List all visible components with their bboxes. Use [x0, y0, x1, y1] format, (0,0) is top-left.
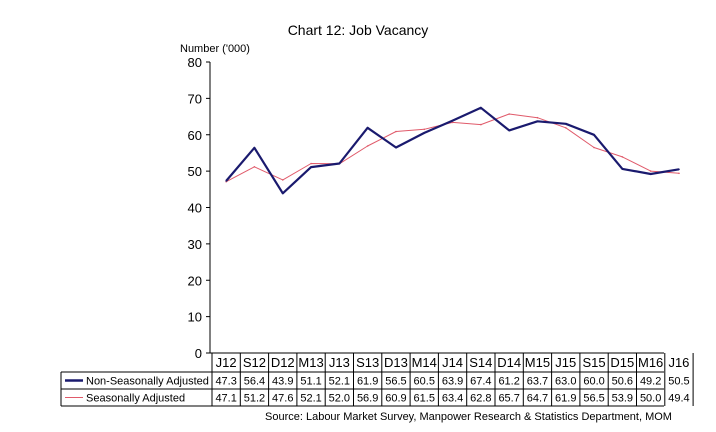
- data-cell-0-3: 51.1: [300, 376, 321, 388]
- data-point-0-15: [649, 173, 652, 175]
- data-cell-1-16: 49.4: [668, 393, 689, 405]
- data-point-1-14: [621, 156, 624, 158]
- y-tick-label-4: 40: [188, 201, 202, 216]
- data-cell-1-3: 52.1: [300, 393, 321, 405]
- data-point-0-7: [423, 132, 426, 134]
- data-cell-0-9: 67.4: [470, 376, 491, 388]
- y-axis-label: Number ('000): [180, 43, 250, 55]
- data-point-0-1: [253, 147, 256, 149]
- series-line-1: [225, 113, 680, 183]
- data-point-1-7: [423, 128, 426, 131]
- data-cell-1-10: 65.7: [498, 393, 519, 405]
- x-tick-label-9: S14: [469, 355, 492, 370]
- data-cell-0-11: 63.7: [527, 376, 548, 388]
- data-cell-1-6: 60.9: [385, 393, 406, 405]
- data-point-1-16: [678, 172, 680, 175]
- data-point-1-13: [593, 146, 595, 149]
- data-point-0-5: [366, 127, 369, 129]
- data-cell-1-11: 64.7: [527, 393, 548, 405]
- data-cell-0-13: 60.0: [583, 376, 604, 388]
- y-tick-label-8: 80: [188, 55, 202, 70]
- data-point-1-11: [536, 116, 539, 119]
- legend-label-0: Non-Seasonally Adjusted: [86, 376, 209, 388]
- data-point-0-11: [536, 120, 539, 123]
- data-cell-0-5: 61.9: [357, 376, 378, 388]
- data-cell-1-4: 52.0: [329, 393, 350, 405]
- chart-title: Chart 12: Job Vacancy: [287, 22, 429, 38]
- data-point-0-0: [225, 180, 227, 182]
- data-cell-1-0: 47.1: [215, 393, 236, 405]
- y-tick-label-3: 30: [188, 237, 202, 252]
- data-point-0-10: [508, 129, 511, 132]
- x-tick-label-7: M14: [412, 355, 437, 370]
- x-tick-label-15: M16: [638, 355, 663, 370]
- data-cell-1-8: 63.4: [442, 393, 463, 405]
- data-point-0-4: [338, 162, 341, 165]
- x-tick-label-13: S15: [582, 355, 605, 370]
- x-tick-label-12: J15: [555, 355, 576, 370]
- data-cell-1-5: 56.9: [357, 393, 378, 405]
- data-point-1-2: [282, 179, 284, 181]
- data-cell-0-15: 49.2: [640, 376, 661, 388]
- data-point-0-9: [480, 107, 482, 109]
- y-tick-label-6: 60: [188, 128, 202, 143]
- data-point-1-6: [395, 130, 397, 133]
- data-cell-1-12: 61.9: [555, 393, 576, 405]
- data-point-1-5: [366, 145, 369, 147]
- x-tick-label-5: S13: [356, 355, 379, 370]
- x-tick-label-10: D14: [497, 355, 521, 370]
- data-point-0-13: [593, 134, 595, 136]
- x-tick-label-8: J14: [442, 355, 463, 370]
- data-cell-0-2: 43.9: [272, 376, 293, 388]
- data-cell-1-9: 62.8: [470, 393, 491, 405]
- data-cell-0-14: 50.6: [612, 376, 633, 388]
- data-cell-0-6: 56.5: [385, 376, 406, 388]
- data-cell-1-2: 47.6: [272, 393, 293, 405]
- y-tick-label-2: 20: [188, 273, 202, 288]
- x-tick-label-11: M15: [525, 355, 550, 370]
- x-tick-label-14: D15: [610, 355, 634, 370]
- data-cell-1-15: 50.0: [640, 393, 661, 405]
- data-cell-0-8: 63.9: [442, 376, 463, 388]
- data-cell-0-16: 50.5: [668, 376, 689, 388]
- y-tick-label-0: 0: [195, 346, 202, 361]
- y-tick-label-7: 70: [188, 91, 202, 106]
- legend-label-1: Seasonally Adjusted: [86, 393, 185, 405]
- data-cell-0-7: 60.5: [414, 376, 435, 388]
- data-point-0-14: [621, 168, 624, 170]
- data-point-0-6: [395, 146, 397, 149]
- data-point-0-3: [310, 166, 312, 168]
- data-point-1-8: [451, 121, 454, 124]
- data-point-0-2: [282, 192, 284, 195]
- data-point-0-16: [678, 168, 680, 171]
- x-tick-label-2: D12: [271, 355, 295, 370]
- x-tick-label-4: J13: [329, 355, 350, 370]
- data-point-1-9: [480, 123, 482, 126]
- data-cell-0-0: 47.3: [215, 376, 236, 388]
- data-cell-0-12: 63.0: [555, 376, 576, 388]
- x-tick-label-0: J12: [216, 355, 237, 370]
- data-point-1-3: [310, 162, 312, 165]
- data-point-1-1: [253, 166, 256, 168]
- x-tick-label-3: M13: [298, 355, 323, 370]
- data-cell-0-10: 61.2: [498, 376, 519, 388]
- x-tick-label-16: J16: [668, 355, 689, 370]
- data-cell-1-14: 53.9: [612, 393, 633, 405]
- data-cell-1-13: 56.5: [583, 393, 604, 405]
- data-cell-0-4: 52.1: [329, 376, 350, 388]
- data-point-1-15: [649, 170, 652, 172]
- x-tick-label-6: D13: [384, 355, 408, 370]
- data-point-0-12: [565, 123, 567, 125]
- x-tick-label-1: S12: [243, 355, 266, 370]
- source-note: Source: Labour Market Survey, Manpower R…: [265, 411, 672, 423]
- data-point-1-10: [508, 113, 511, 115]
- y-tick-label-5: 50: [188, 164, 202, 179]
- data-point-0-8: [451, 119, 454, 122]
- y-tick-label-1: 10: [188, 310, 202, 325]
- data-cell-1-1: 51.2: [244, 393, 265, 405]
- data-point-1-12: [565, 127, 567, 129]
- data-cell-0-1: 56.4: [244, 376, 265, 388]
- data-cell-1-7: 61.5: [414, 393, 435, 405]
